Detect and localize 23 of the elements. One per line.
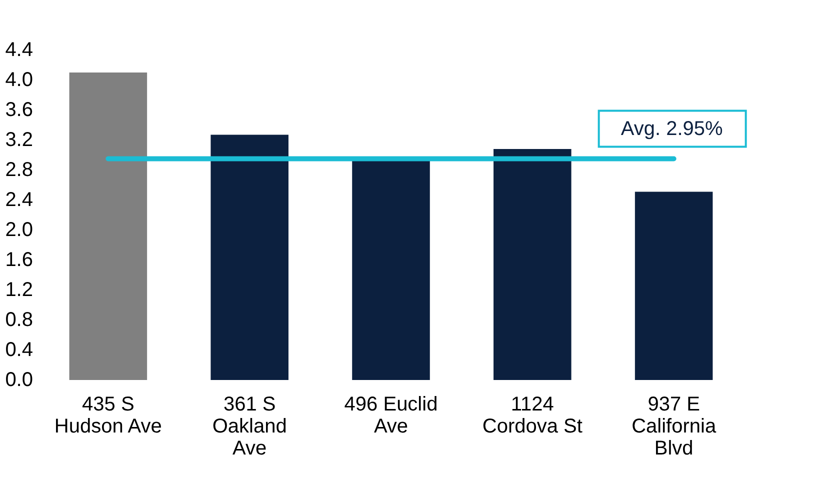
bar xyxy=(210,134,288,380)
x-tick-label: 361 S Oakland Ave xyxy=(212,394,287,460)
bar xyxy=(494,149,572,380)
ref-line-label: Avg. 2.95% xyxy=(620,118,723,140)
y-tick-label: 0.8 xyxy=(5,309,33,331)
x-tick-label: 937 E California Blvd xyxy=(632,394,717,460)
y-tick-label: 4.4 xyxy=(5,39,33,61)
x-tick-label: 1124 Cordova St xyxy=(482,394,583,438)
bar xyxy=(352,161,430,380)
y-tick-label: 0.4 xyxy=(5,339,33,361)
y-tick-label: 2.8 xyxy=(5,159,33,181)
y-tick-label: 3.6 xyxy=(5,99,33,121)
y-tick-label: 2.4 xyxy=(5,189,33,211)
y-tick-label: 4.0 xyxy=(5,69,33,91)
y-tick-label: 1.2 xyxy=(5,279,33,301)
x-tick-label: 435 S Hudson Ave xyxy=(54,394,162,438)
y-tick-label: 0.0 xyxy=(5,369,33,391)
y-tick-label: 1.6 xyxy=(5,249,33,271)
bar xyxy=(634,192,713,380)
bar xyxy=(69,72,148,380)
x-tick-label: 496 Euclid Ave xyxy=(344,394,438,438)
y-tick-label: 3.2 xyxy=(5,129,33,151)
y-tick-label: 2.0 xyxy=(5,219,33,241)
